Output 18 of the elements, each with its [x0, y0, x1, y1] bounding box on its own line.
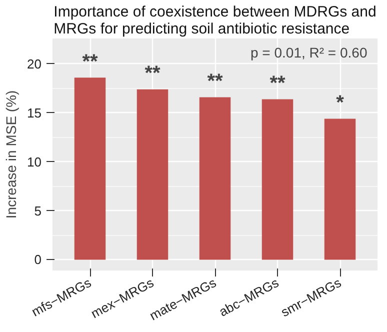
bar: [324, 118, 356, 260]
annotation: **: [82, 50, 98, 73]
annotation: p = 0.01, R² = 0.60: [250, 44, 368, 60]
bar: [262, 99, 294, 260]
bar: [199, 97, 231, 260]
bar: [136, 89, 168, 260]
annotation: *: [336, 92, 344, 114]
y-tick-label: 5: [34, 203, 42, 218]
y-tick-label: 15: [27, 105, 42, 120]
annotation: **: [270, 72, 286, 94]
annotation: **: [207, 70, 223, 92]
y-axis-title: Increase in MSE (%): [3, 90, 20, 219]
chart-title: Importance of coexistence between MDRGs and MRGs for predicting soil antibiotic resistance: [54, 4, 376, 38]
y-tick-label: 0: [34, 252, 42, 268]
bar: [74, 78, 106, 260]
y-tick-label: 20: [27, 56, 42, 72]
annotation: **: [144, 62, 160, 85]
y-tick-label: 10: [27, 154, 42, 170]
